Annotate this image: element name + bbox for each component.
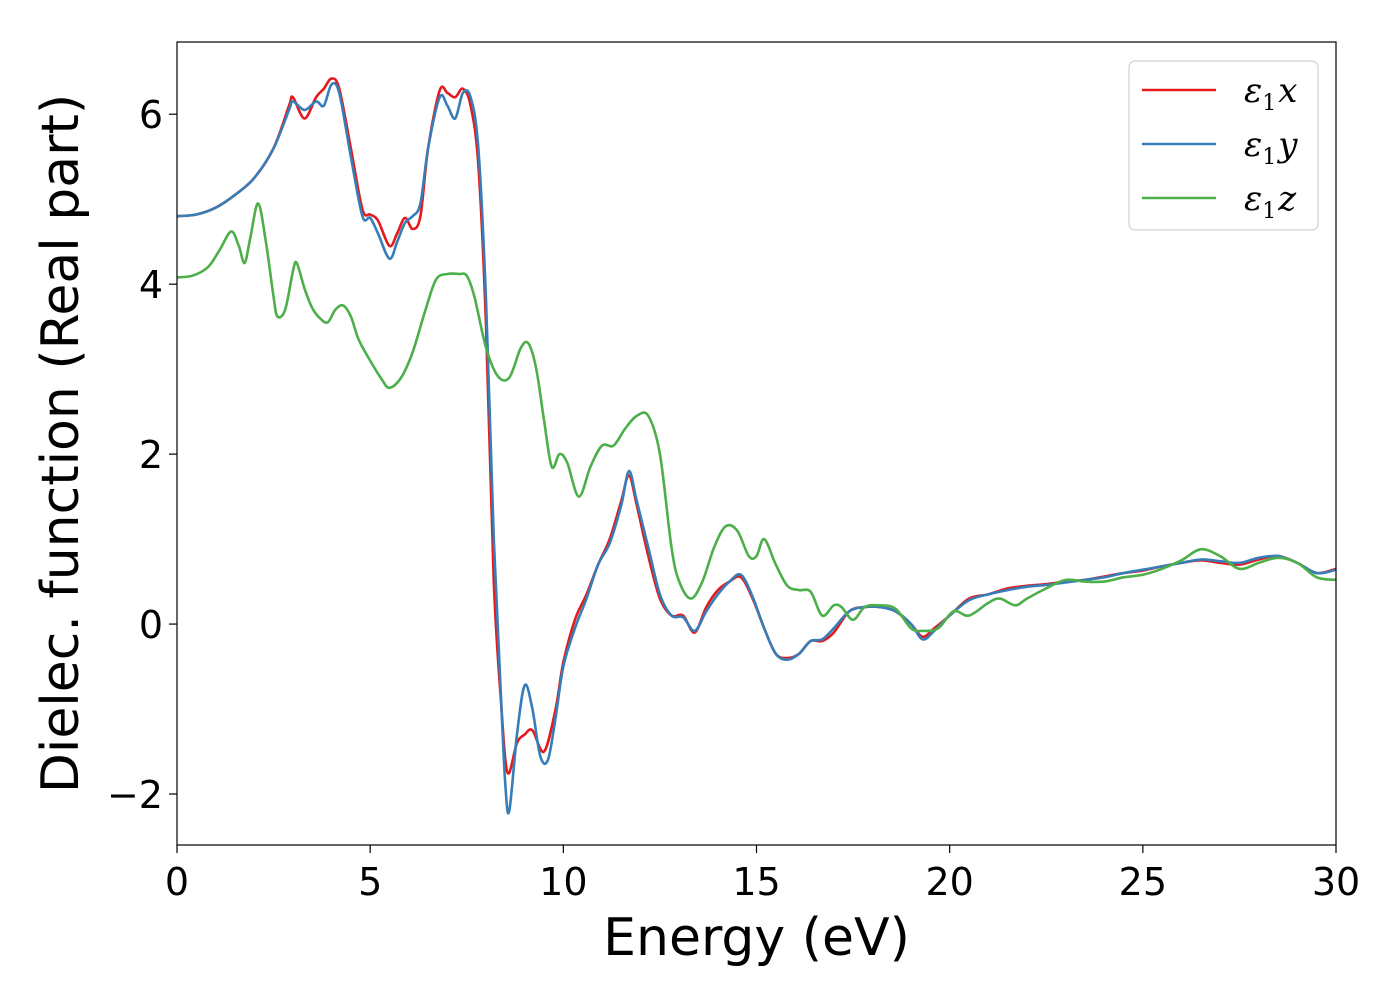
- x-tick-label: 5: [358, 860, 382, 904]
- legend-label-y: ε1y: [1244, 125, 1298, 170]
- legend-box: [1128, 60, 1319, 231]
- y-tick-label: 0: [139, 603, 163, 647]
- x-tick-label: 15: [732, 860, 780, 904]
- legend: ε1x ε1y ε1z: [1128, 60, 1319, 231]
- y-axis-title: Dielec. function (Real part): [31, 94, 91, 793]
- x-tick-label: 30: [1312, 860, 1360, 904]
- legend-label-z: ε1z: [1244, 179, 1297, 224]
- x-tick-label: 0: [165, 860, 189, 904]
- y-tick-label: 6: [139, 93, 163, 137]
- x-axis: 0 5 10 15 20 25 30: [165, 845, 1360, 904]
- legend-label-x: ε1x: [1244, 71, 1297, 116]
- x-tick-label: 10: [539, 860, 587, 904]
- x-tick-label: 20: [925, 860, 973, 904]
- x-tick-label: 25: [1119, 860, 1167, 904]
- y-tick-label: 4: [139, 263, 163, 307]
- series-line-y: [177, 81, 1336, 815]
- y-tick-label: −2: [107, 773, 163, 817]
- series-line-z: [177, 202, 1336, 633]
- y-axis: −2 0 2 4 6: [107, 93, 177, 817]
- x-axis-title: Energy (eV): [603, 908, 910, 968]
- y-tick-label: 2: [139, 433, 163, 477]
- lines-layer: [177, 77, 1336, 815]
